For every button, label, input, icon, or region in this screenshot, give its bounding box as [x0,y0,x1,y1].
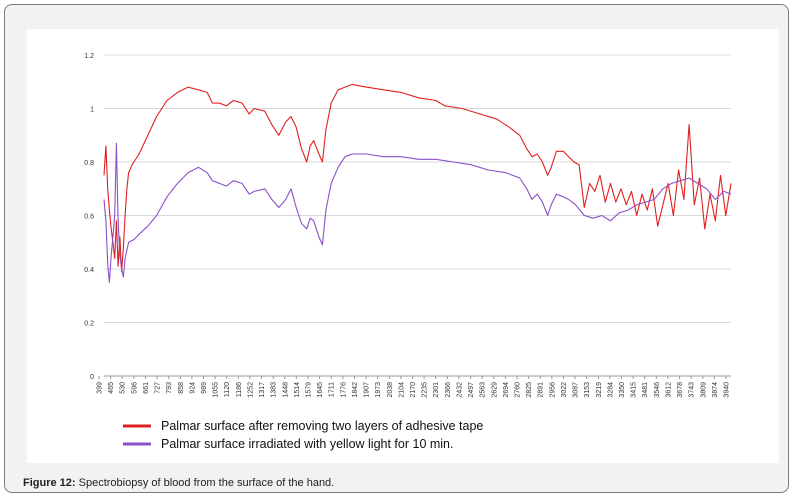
x-tick-label: 1973 [375,382,382,398]
x-tick-label: 1711 [329,382,336,397]
x-tick-label: 399 [97,382,104,394]
x-tick-label: 2301 [433,382,440,398]
caption-label: Figure 12: [23,477,76,489]
x-tick-label: 2170 [410,382,417,398]
x-tick-label: 1383 [271,382,278,398]
x-tick-label: 2038 [387,382,394,398]
x-tick-label: 3350 [619,382,626,398]
caption-text: Spectrobiopsy of blood from the surface … [75,477,335,489]
x-tick-label: 2104 [398,382,405,398]
x-tick-label: 596 [131,382,138,394]
x-tick-label: 3087 [573,382,580,398]
x-tick-label: 1579 [306,382,313,398]
figure-frame: 0 0.2 0.4 0.6 0.8 1 1.2 399 465 530 596 661 727 793 85… [4,4,789,493]
x-tick-label: 3153 [584,382,591,398]
x-tick-label: 2760 [515,382,522,398]
x-tick-label: 661 [143,382,150,394]
x-tick-label: 1055 [213,382,220,398]
x-tick-label: 2497 [468,382,475,398]
x-tick-label: 1907 [364,382,371,398]
x-tick-label: 3415 [631,382,638,398]
x-tick-label: 2366 [445,382,452,398]
y-tick-label: 0.2 [84,321,94,328]
legend-label-2: Palmar surface irradiated with yellow li… [161,437,453,451]
x-tick-label: 3940 [724,382,731,398]
x-tick-label: 727 [155,382,162,394]
x-tick-label: 2956 [549,382,556,398]
x-tick-label: 1645 [317,382,324,398]
x-tick-label: 989 [201,382,208,394]
x-tick-label: 1186 [236,382,243,397]
x-tick-label: 3743 [689,382,696,398]
chart-panel: 0 0.2 0.4 0.6 0.8 1 1.2 399 465 530 596 661 727 793 85… [27,29,779,463]
y-tick-label: 1.2 [84,53,94,60]
x-tick-label: 3546 [654,382,661,398]
series-line-2 [103,142,732,283]
x-tick-label: 1842 [352,382,359,398]
x-tick-label: 3678 [677,382,684,398]
x-tick-label: 3219 [596,382,603,398]
x-tick-label: 3874 [712,382,719,398]
x-tick-label: 3809 [700,382,707,398]
y-tick-label: 0.8 [84,160,94,167]
x-tick-label: 1776 [340,382,347,398]
series-line-1 [103,83,732,273]
y-tick-label: 0.4 [84,267,94,274]
x-tick-label: 793 [166,382,173,394]
legend-label-1: Palmar surface after removing two layers… [161,419,483,433]
x-tick-label: 1120 [224,382,231,397]
x-tick-label: 465 [108,382,115,394]
y-tick-label: 0.6 [84,214,94,221]
x-tick-label: 3481 [642,382,649,398]
x-tick-label: 2563 [480,382,487,398]
x-tick-label: 1448 [282,382,289,398]
x-tick-label: 2694 [503,382,510,398]
x-tick-label: 2629 [491,382,498,398]
y-tick-label: 1 [90,107,94,114]
x-tick-label: 858 [178,382,185,394]
x-tick-label: 1252 [247,382,254,398]
x-tick-label: 2432 [456,382,463,398]
x-tick-label: 3022 [561,382,568,398]
x-tick-label: 2825 [526,382,533,398]
x-tick-label: 530 [120,382,127,394]
x-tick-label: 924 [189,382,196,394]
spectrum-chart: 0 0.2 0.4 0.6 0.8 1 1.2 399 465 530 596 661 727 793 85… [84,53,732,451]
x-tick-label: 3284 [607,382,614,398]
x-tick-label: 1317 [259,382,266,398]
y-tick-label: 0 [90,374,94,381]
x-tick-label: 2235 [422,382,429,398]
figure-caption: Figure 12: Spectrobiopsy of blood from t… [23,477,334,489]
x-tick-label: 1514 [294,382,301,398]
x-tick-label: 2891 [538,382,545,398]
x-tick-label: 3612 [665,382,672,398]
